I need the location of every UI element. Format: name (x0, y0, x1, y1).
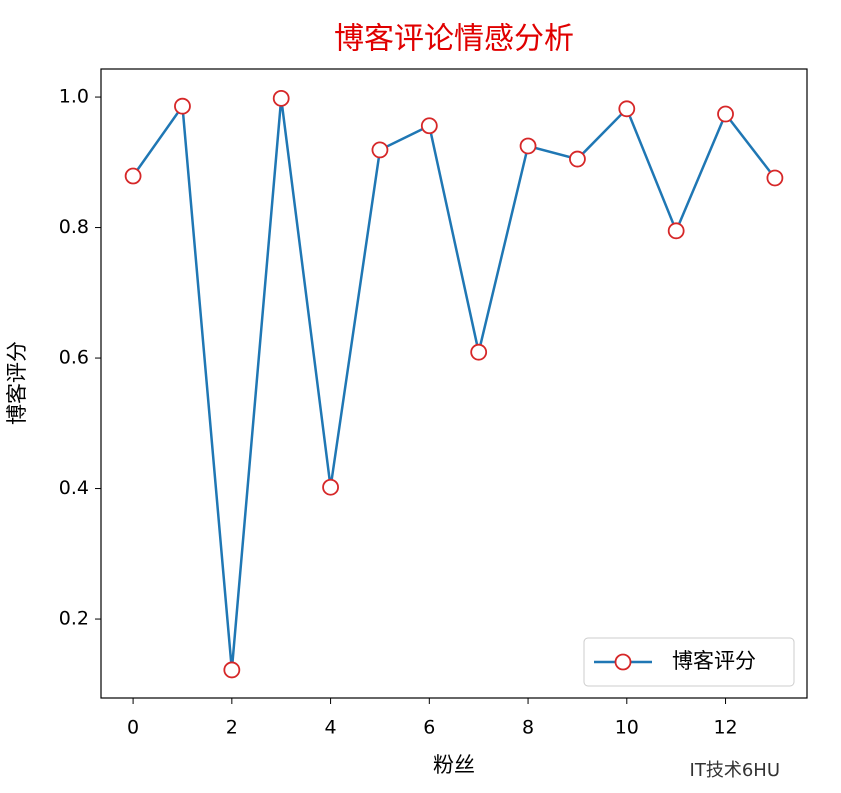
point (717, 105, 734, 123)
point (618, 100, 636, 118)
legend-box (583, 637, 795, 687)
watermark: IT技术6HU (690, 760, 780, 781)
y-tick-label: 0.4 (59, 477, 89, 499)
x-tick-label: 6 (423, 717, 435, 739)
point (470, 343, 488, 361)
point (420, 117, 438, 135)
y-axis-label: 博客评分 (5, 341, 29, 425)
y-tick-label: 0.8 (59, 216, 89, 238)
point (124, 167, 142, 185)
x-tick-label: 4 (325, 717, 337, 739)
point (223, 661, 241, 679)
point (371, 141, 389, 159)
point (667, 222, 685, 240)
point (519, 137, 537, 155)
y-tick-label: 0.2 (59, 608, 89, 630)
legend-label: 博客评分 (672, 649, 756, 673)
point (174, 97, 191, 115)
x-tick-label: 10 (615, 717, 639, 739)
point (322, 478, 339, 496)
point (766, 169, 784, 187)
point (569, 150, 586, 168)
chart-title: 博客评论情感分析 (334, 22, 574, 57)
x-tick-label: 8 (522, 717, 534, 739)
y-tick-label: 1.0 (59, 86, 89, 108)
point (272, 89, 290, 107)
x-tick-label: 0 (127, 717, 139, 739)
x-axis-label: 粉丝 (433, 753, 475, 777)
plot-frame (100, 68, 808, 699)
line (132, 98, 776, 671)
x-tick-label: 12 (713, 717, 737, 739)
legend-marker (614, 653, 632, 671)
x-tick-label: 2 (226, 717, 238, 739)
y-tick-label: 0.6 (59, 347, 89, 369)
